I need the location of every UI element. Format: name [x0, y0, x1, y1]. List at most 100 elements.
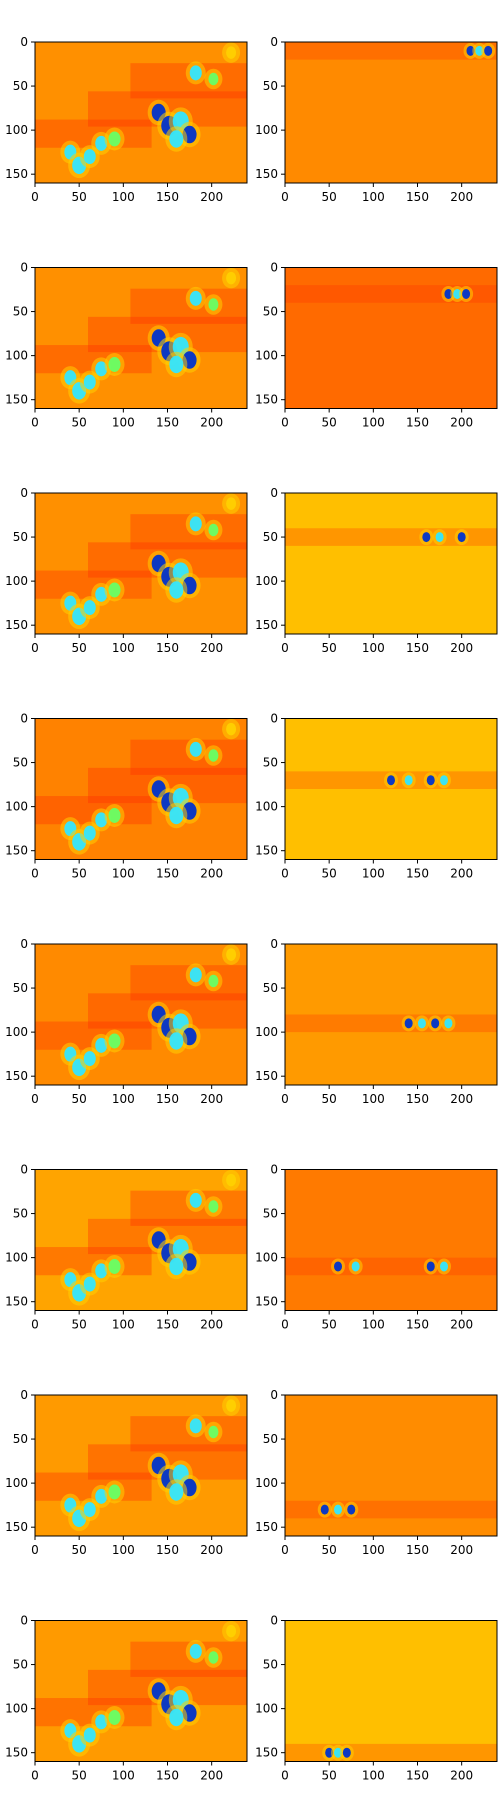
- heat-hotspot: [457, 532, 466, 543]
- y-tick-label: 0: [20, 1614, 28, 1628]
- y-tick-label: 50: [263, 1658, 278, 1672]
- focus-band: [285, 1500, 497, 1519]
- axes-frame: [284, 41, 498, 184]
- y-tick-label: 0: [20, 937, 28, 951]
- y-tick-label: 0: [20, 1388, 28, 1402]
- heat-hotspot: [462, 288, 471, 299]
- heat-hotspot: [347, 1504, 356, 1515]
- y-tick-label: 0: [20, 1163, 28, 1177]
- y-tick-label: 50: [263, 305, 278, 319]
- y-tick-label: 0: [270, 35, 278, 49]
- y-tick-label: 50: [13, 530, 28, 544]
- heat-hotspot: [108, 131, 121, 147]
- x-tick-label: 150: [156, 867, 179, 881]
- y-tick-label: 150: [5, 618, 28, 632]
- y-tick-label: 100: [5, 1251, 28, 1265]
- heat-hotspot: [404, 1018, 413, 1029]
- x-tick-label: 50: [72, 1318, 87, 1332]
- heat-hotspot: [83, 1051, 96, 1067]
- x-tick-label: 50: [322, 1543, 337, 1557]
- heat-hotspot: [334, 1261, 342, 1272]
- x-tick-label: 200: [450, 1092, 473, 1106]
- heat-hotspot: [108, 356, 121, 372]
- x-tick-label: 50: [72, 1543, 87, 1557]
- x-tick-label: 200: [200, 416, 223, 430]
- x-tick-label: 100: [112, 1318, 135, 1332]
- heatmap-panel-r5-c1: 0 50 100 150 200 0 50 100 150: [5, 937, 248, 1106]
- y-tick-label: 150: [255, 1746, 278, 1760]
- x-tick-label: 100: [112, 1543, 135, 1557]
- y-tick-label: 50: [13, 79, 28, 93]
- x-tick-label: 50: [322, 190, 337, 204]
- heat-hotspot: [95, 135, 108, 151]
- heat-hotspot: [320, 1504, 329, 1515]
- heat-hotspot: [83, 149, 96, 165]
- heat-hotspot: [325, 1747, 334, 1758]
- axes-frame: [284, 1169, 498, 1311]
- heatmap-panel-r2-c2: 0 50 100 150 200 0 50 100 150: [255, 261, 498, 430]
- x-tick-label: 50: [72, 641, 87, 655]
- y-tick-label: 50: [263, 79, 278, 93]
- x-tick-label: 200: [450, 416, 473, 430]
- y-tick-label: 50: [13, 981, 28, 995]
- heat-hotspot: [334, 1504, 342, 1515]
- heatmap-background: [285, 493, 497, 634]
- heat-hotspot: [208, 1651, 219, 1664]
- heat-hotspot: [475, 45, 484, 56]
- axes-frame: [284, 1620, 498, 1762]
- x-tick-label: 100: [112, 1092, 135, 1106]
- heatmap-background: [285, 1620, 497, 1762]
- x-tick-label: 0: [31, 1769, 39, 1783]
- y-tick-label: 150: [5, 1069, 28, 1083]
- x-tick-label: 0: [31, 416, 39, 430]
- heatmap-panel-r7-c2: 0 50 100 150 200 0 50 100 150: [255, 1388, 498, 1557]
- y-tick-label: 0: [20, 486, 28, 500]
- axes-frame: [284, 1394, 498, 1537]
- y-tick-label: 150: [5, 393, 28, 407]
- x-tick-label: 50: [322, 1769, 337, 1783]
- heatmap-panel-r4-c2: 0 50 100 150 200 0 50 100 150: [255, 712, 498, 881]
- y-tick-label: 150: [255, 1295, 278, 1309]
- axes-frame: [34, 1620, 248, 1762]
- y-tick-label: 100: [255, 1025, 278, 1039]
- heat-hotspot: [189, 1643, 202, 1659]
- x-tick-label: 50: [322, 1318, 337, 1332]
- heat-hotspot: [208, 1200, 219, 1213]
- heat-hotspot: [334, 1747, 342, 1758]
- heatmap-panel-r1-c1: 0 50 100 150 200 0 50 100 150: [5, 35, 248, 204]
- y-tick-label: 150: [255, 167, 278, 181]
- x-tick-label: 0: [31, 1318, 39, 1332]
- y-tick-label: 100: [255, 1476, 278, 1490]
- heat-hotspot: [453, 288, 462, 299]
- x-tick-label: 50: [72, 416, 87, 430]
- heat-hotspot: [426, 1261, 435, 1272]
- x-tick-label: 200: [200, 1092, 223, 1106]
- heat-hotspot: [169, 1483, 184, 1501]
- y-tick-label: 0: [270, 937, 278, 951]
- x-tick-label: 150: [406, 1318, 429, 1332]
- x-tick-label: 100: [362, 1318, 385, 1332]
- y-tick-label: 100: [255, 574, 278, 588]
- focus-band: [285, 1257, 497, 1276]
- heat-hotspot: [95, 586, 108, 602]
- heat-hotspot: [444, 288, 453, 299]
- x-tick-label: 0: [281, 1092, 289, 1106]
- heat-hotspot: [189, 1192, 202, 1208]
- axes-frame: [34, 492, 248, 635]
- x-tick-label: 0: [281, 867, 289, 881]
- heat-hotspot: [189, 741, 202, 757]
- heat-hotspot: [404, 775, 413, 786]
- heat-hotspot: [95, 1037, 108, 1053]
- x-tick-label: 50: [72, 1769, 87, 1783]
- x-tick-label: 150: [156, 190, 179, 204]
- x-tick-label: 50: [72, 867, 87, 881]
- axes-frame: [284, 943, 498, 1086]
- heat-hotspot: [108, 807, 121, 823]
- heatmap-background: [285, 1169, 497, 1311]
- x-tick-label: 150: [406, 867, 429, 881]
- heat-hotspot: [208, 974, 219, 988]
- y-tick-label: 100: [5, 1476, 28, 1490]
- x-tick-label: 50: [322, 1092, 337, 1106]
